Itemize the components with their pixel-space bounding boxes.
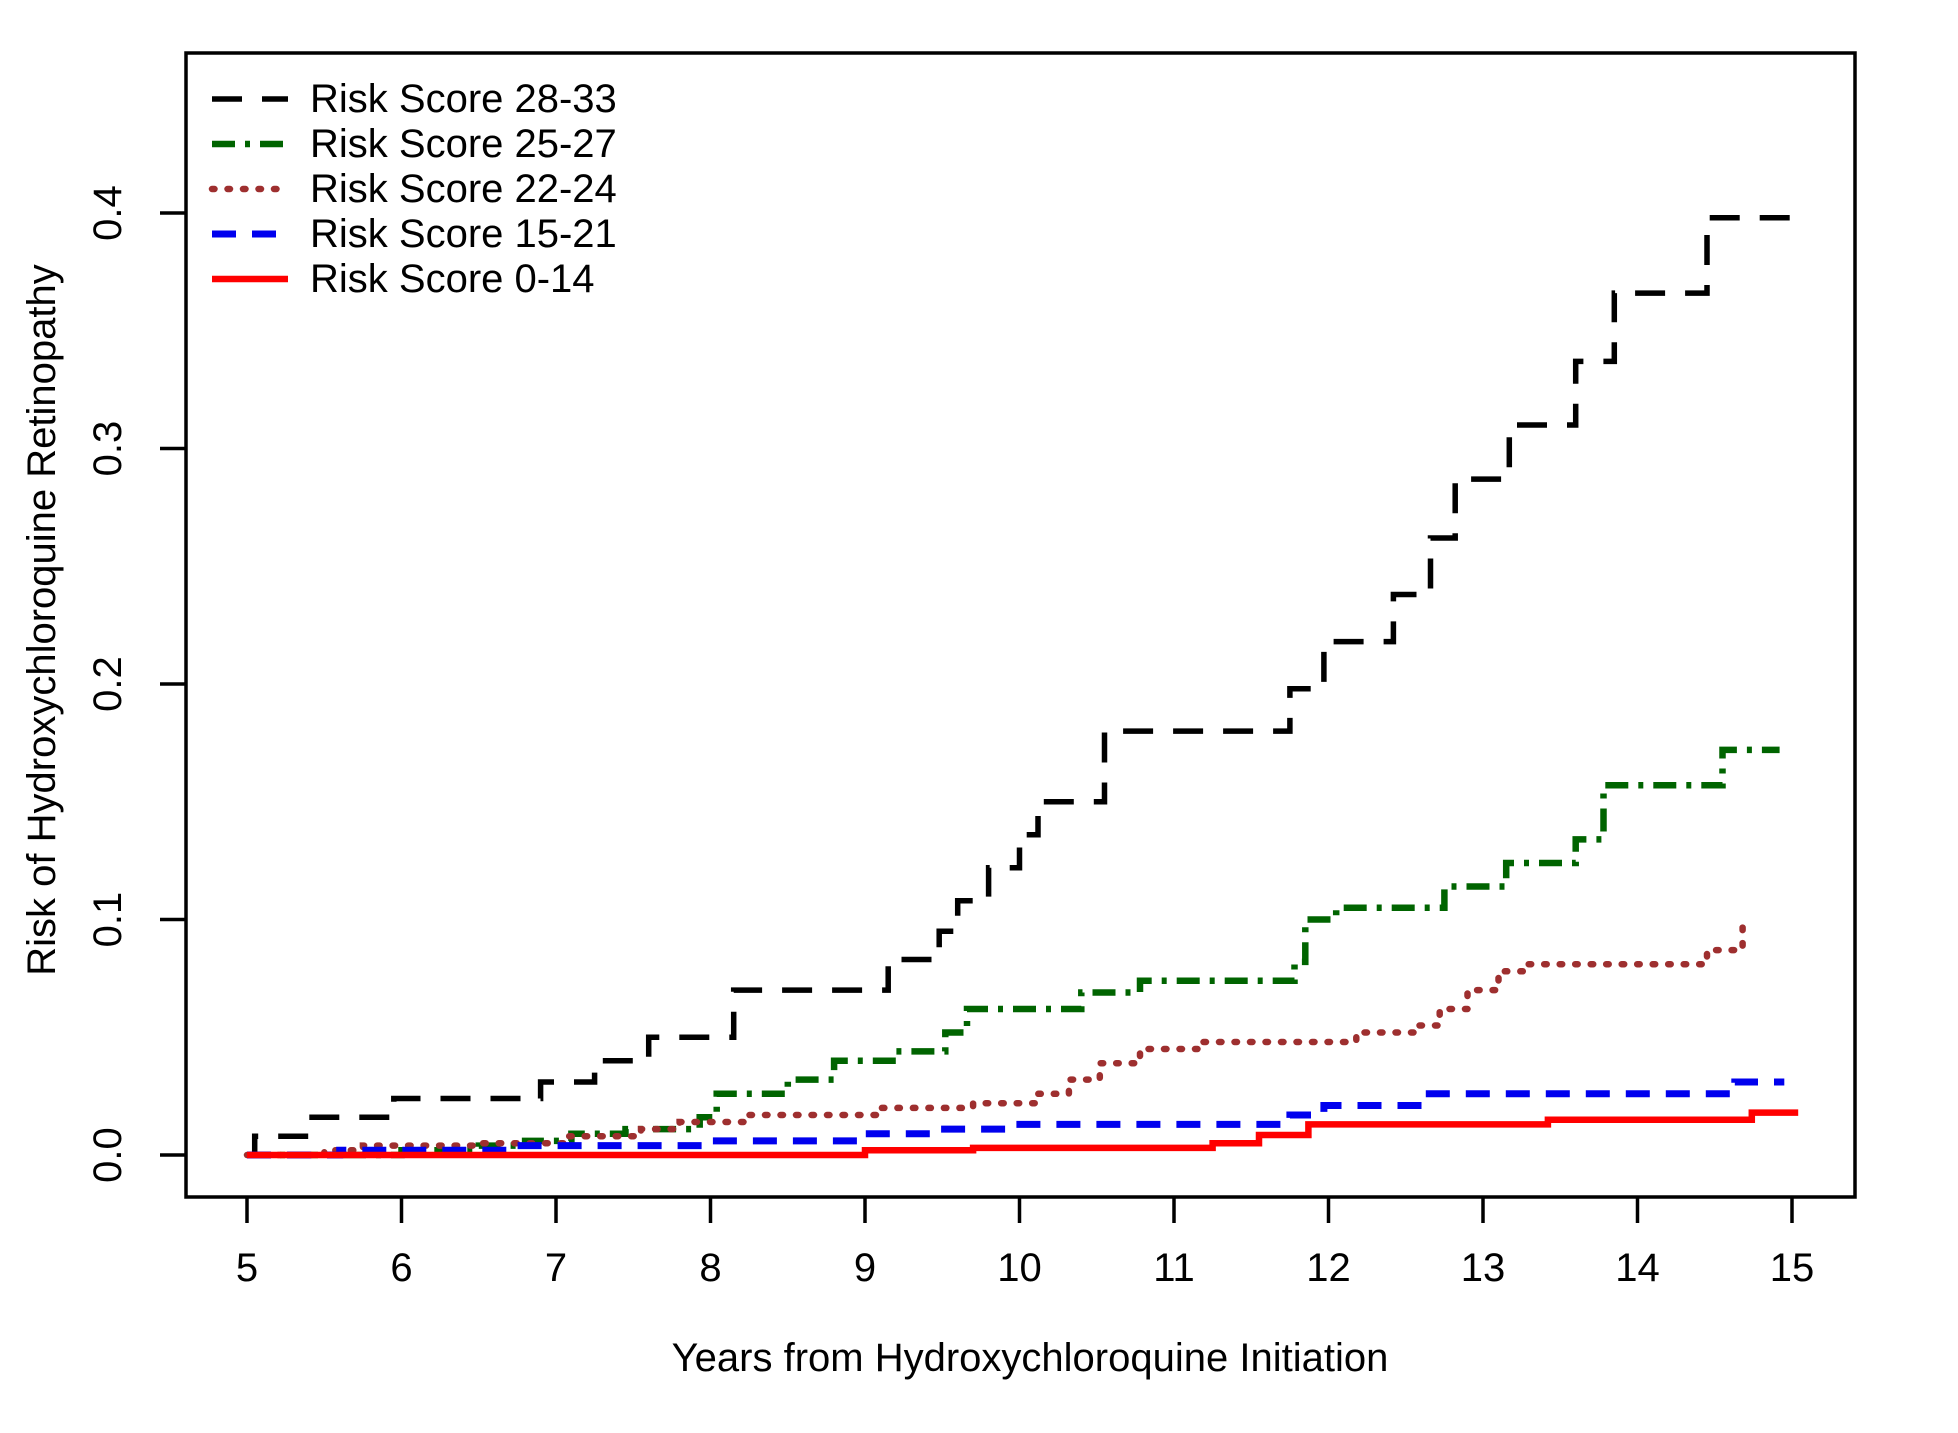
y-tick-label: 0.4 — [86, 185, 130, 241]
x-tick-label: 6 — [390, 1246, 412, 1290]
x-tick-label: 15 — [1770, 1246, 1815, 1290]
legend-label: Risk Score 0-14 — [310, 257, 595, 301]
x-tick-label: 8 — [699, 1246, 721, 1290]
series-line-risk-score-28-33 — [247, 214, 1796, 1158]
x-tick-label: 9 — [854, 1246, 876, 1290]
x-tick-label: 10 — [997, 1246, 1042, 1290]
series-lines — [243, 214, 1799, 1159]
y-tick-label: 0.2 — [86, 656, 130, 712]
x-tick-label: 11 — [1153, 1246, 1195, 1290]
series-line-risk-score-0-14 — [247, 1109, 1799, 1159]
x-tick-label: 14 — [1615, 1246, 1660, 1290]
x-axis-title: Years from Hydroxychloroquine Initiation — [672, 1336, 1389, 1380]
x-tick-label: 7 — [545, 1246, 567, 1290]
y-axis-title: Risk of Hydroxychloroquine Retinopathy — [20, 264, 64, 975]
series-line-risk-score-22-24 — [243, 923, 1754, 1159]
legend-label: Risk Score 15-21 — [310, 212, 617, 256]
legend-label: Risk Score 28-33 — [310, 77, 617, 121]
y-tick-label: 0.1 — [86, 892, 130, 948]
x-axis-ticks: 5 6 7 8 9 10 11 12 13 14 15 — [236, 1197, 1814, 1290]
y-tick-label: 0.0 — [86, 1127, 130, 1183]
y-axis-ticks: 0.0 0.1 0.2 0.3 0.4 — [86, 185, 186, 1183]
x-tick-label: 12 — [1306, 1246, 1351, 1290]
y-tick-label: 0.3 — [86, 421, 130, 477]
legend-label: Risk Score 25-27 — [310, 122, 617, 166]
legend-label: Risk Score 22-24 — [310, 167, 617, 211]
x-tick-label: 5 — [236, 1246, 258, 1290]
x-tick-label: 13 — [1461, 1246, 1506, 1290]
